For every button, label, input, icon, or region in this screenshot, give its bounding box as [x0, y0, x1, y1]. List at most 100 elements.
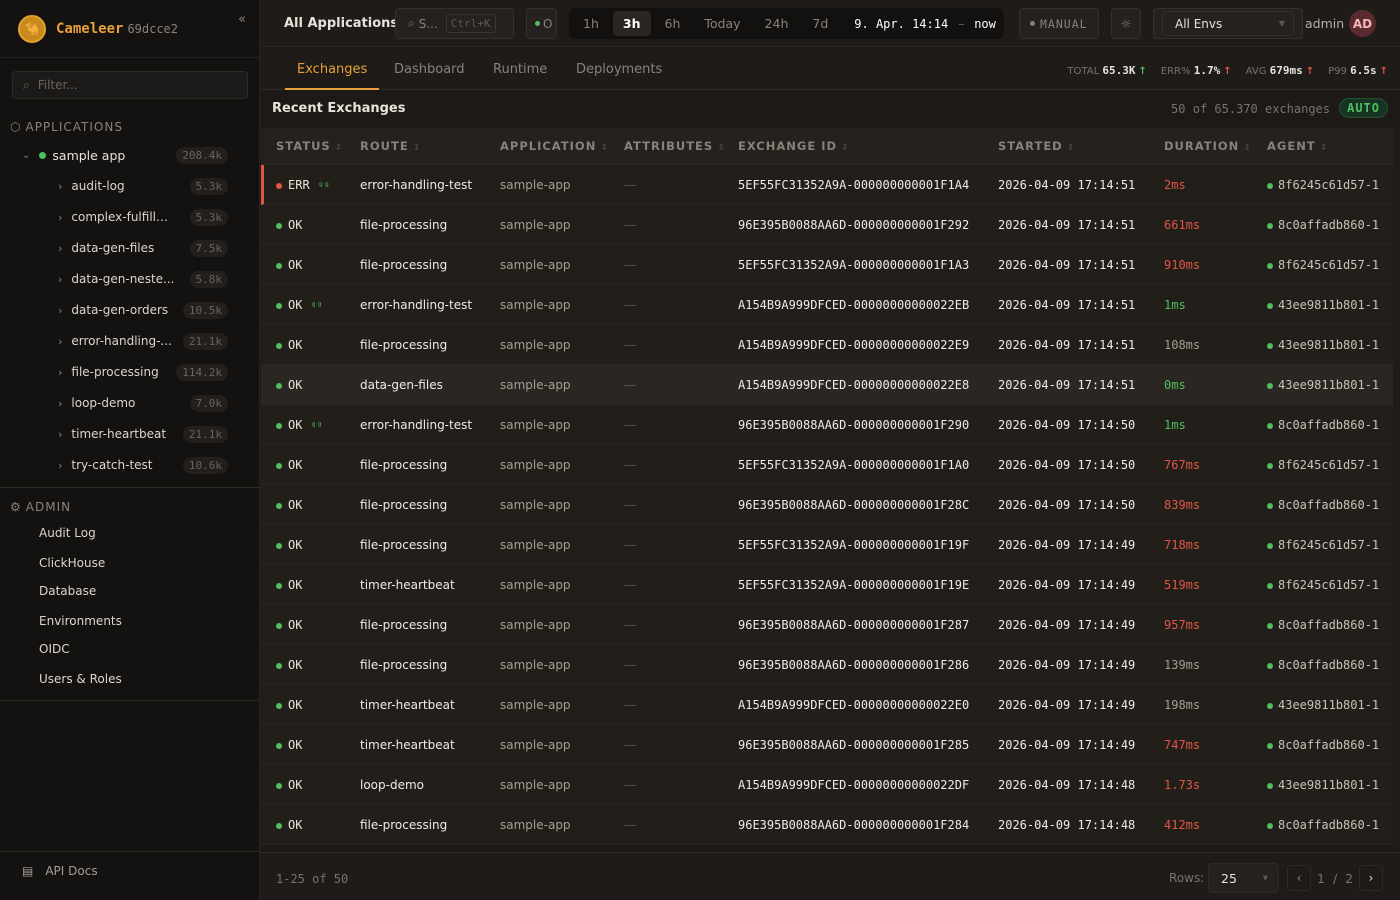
exchange-id-cell[interactable]: A154B9A999DFCED-00000000000022E8 — [738, 378, 970, 392]
route-cell[interactable]: file-processing — [360, 498, 448, 512]
sidebar-admin-item[interactable]: Database — [39, 584, 97, 598]
sidebar-route-item[interactable]: › try-catch-test 10.6k — [58, 454, 228, 476]
agent-cell[interactable]: 43ee9811b801-1 — [1267, 685, 1379, 725]
route-cell[interactable]: data-gen-files — [360, 378, 443, 392]
agent-cell[interactable]: 8f6245c61d57-1 — [1267, 445, 1379, 485]
route-cell[interactable]: file-processing — [360, 818, 448, 832]
agent-cell[interactable]: 8f6245c61d57-1 — [1267, 165, 1379, 205]
route-cell[interactable]: timer-heartbeat — [360, 698, 455, 712]
route-cell[interactable]: file-processing — [360, 338, 448, 352]
column-header-attributes[interactable]: ATTRIBUTES ↕ — [624, 128, 726, 165]
exchange-id-cell[interactable]: 5EF55FC31352A9A-000000000001F19E — [738, 578, 970, 592]
table-row[interactable]: OK file-processing sample-app — 96E395B0088A… — [261, 485, 1393, 525]
column-header-application[interactable]: APPLICATION ↕ — [500, 128, 609, 165]
route-cell[interactable]: error-handling-test — [360, 418, 473, 432]
exchange-id-cell[interactable]: 96E395B0088AA6D-000000000001F287 — [738, 618, 970, 632]
exchange-id-cell[interactable]: 96E395B0088AA6D-000000000001F285 — [738, 738, 970, 752]
next-page-button[interactable]: › — [1359, 865, 1383, 891]
table-row[interactable]: OK ᵍᵍ error-handling-test sample-app — 96E395… — [261, 405, 1393, 445]
exchange-id-cell[interactable]: 96E395B0088AA6D-000000000001F290 — [738, 418, 970, 432]
exchange-id-cell[interactable]: 96E395B0088AA6D-000000000001F28C — [738, 498, 970, 512]
route-cell[interactable]: file-processing — [360, 538, 448, 552]
table-row[interactable]: OK file-processing sample-app — 96E395B0088A… — [261, 205, 1393, 245]
brand[interactable]: 🐪 Cameleer 69dcce2 — [0, 0, 259, 58]
table-row[interactable]: OK file-processing sample-app — 5EF55FC31352… — [261, 525, 1393, 565]
agent-cell[interactable]: 43ee9811b801-1 — [1267, 365, 1379, 405]
app-sample-app[interactable]: ⌄ sample app 208.4k — [22, 144, 228, 166]
manual-refresh-button[interactable]: MANUAL — [1019, 8, 1099, 39]
agent-cell[interactable]: 8c0affadb860-1 — [1267, 485, 1379, 525]
exchange-id-cell[interactable]: 5EF55FC31352A9A-000000000001F1A3 — [738, 258, 970, 272]
sidebar-route-item[interactable]: › file-processing 114.2k — [58, 361, 228, 383]
exchange-id-cell[interactable]: 5EF55FC31352A9A-000000000001F19F — [738, 538, 970, 552]
scrollbar[interactable] — [1393, 128, 1400, 848]
tab-deployments[interactable]: Deployments — [576, 62, 663, 77]
time-range-3h[interactable]: 3h — [612, 11, 651, 36]
column-header-route[interactable]: ROUTE ↕ — [360, 128, 421, 165]
agent-cell[interactable]: 8f6245c61d57-1 — [1267, 565, 1379, 605]
footprints-icon[interactable]: ᵍᵍ — [310, 301, 323, 312]
route-cell[interactable]: file-processing — [360, 218, 448, 232]
exchange-id-cell[interactable]: 96E395B0088AA6D-000000000001F292 — [738, 218, 970, 232]
table-row[interactable]: ERR ᵍᵍ error-handling-test sample-app — 5EF55… — [261, 165, 1393, 205]
sidebar-admin-item[interactable]: OIDC — [39, 642, 70, 656]
route-cell[interactable]: file-processing — [360, 618, 448, 632]
sidebar-route-item[interactable]: › loop-demo 7.0k — [58, 392, 228, 414]
route-cell[interactable]: file-processing — [360, 458, 448, 472]
table-row[interactable]: OK ᵍᵍ error-handling-test sample-app — A154B9… — [261, 285, 1393, 325]
sidebar-route-item[interactable]: › data-gen-orders 10.5k — [58, 299, 228, 321]
exchange-id-cell[interactable]: 96E395B0088AA6D-000000000001F284 — [738, 818, 970, 832]
rows-per-page-select[interactable]: 25 ▼ — [1208, 863, 1279, 893]
admin-section-header[interactable]: ⚙ ADMIN — [10, 500, 72, 514]
table-row[interactable]: OK data-gen-files sample-app — A154B9A999DFC… — [261, 365, 1393, 405]
agent-cell[interactable]: 8f6245c61d57-1 — [1267, 525, 1379, 565]
agent-cell[interactable]: 8c0affadb860-1 — [1267, 205, 1379, 245]
table-row[interactable]: OK file-processing sample-app — 5EF55FC31352… — [261, 245, 1393, 285]
tab-dashboard[interactable]: Dashboard — [394, 62, 465, 77]
route-cell[interactable]: timer-heartbeat — [360, 738, 455, 752]
sidebar-route-item[interactable]: › data-gen-neste... 5.8k — [58, 268, 228, 290]
exchange-id-cell[interactable]: 5EF55FC31352A9A-000000000001F1A0 — [738, 458, 970, 472]
footprints-icon[interactable]: ᵍᵍ — [317, 181, 330, 192]
table-row[interactable]: OK loop-demo sample-app — A154B9A999DFCED-00… — [261, 765, 1393, 805]
filter-input[interactable]: ⌕ Filter... — [12, 71, 248, 99]
table-row[interactable]: OK timer-heartbeat sample-app — 5EF55FC31352… — [261, 565, 1393, 605]
search-button[interactable]: ⌕ S... Ctrl+K — [395, 8, 514, 39]
time-range-today[interactable]: Today — [704, 16, 741, 31]
agent-cell[interactable]: 8f6245c61d57-1 — [1267, 245, 1379, 285]
sidebar-admin-item[interactable]: Environments — [39, 614, 122, 628]
time-range-1h[interactable]: 1h — [583, 16, 599, 31]
route-cell[interactable]: file-processing — [360, 658, 448, 672]
table-row[interactable]: OK file-processing sample-app — A154B9A999DF… — [261, 325, 1393, 365]
agent-cell[interactable]: 8c0affadb860-1 — [1267, 405, 1379, 445]
sidebar-admin-item[interactable]: Audit Log — [39, 526, 96, 540]
sidebar-route-item[interactable]: › timer-heartbeat 21.1k — [58, 423, 228, 445]
exchange-id-cell[interactable]: 96E395B0088AA6D-000000000001F286 — [738, 658, 970, 672]
agent-cell[interactable]: 8c0affadb860-1 — [1267, 805, 1379, 845]
column-header-started[interactable]: STARTED ↕ — [998, 128, 1075, 165]
route-cell[interactable]: error-handling-test — [360, 298, 473, 312]
agent-cell[interactable]: 43ee9811b801-1 — [1267, 285, 1379, 325]
route-cell[interactable]: timer-heartbeat — [360, 578, 455, 592]
theme-toggle-icon[interactable]: ☼ — [1111, 8, 1141, 39]
route-cell[interactable]: file-processing — [360, 258, 448, 272]
table-row[interactable]: OK file-processing sample-app — 96E395B0088A… — [261, 605, 1393, 645]
exchange-id-cell[interactable]: A154B9A999DFCED-00000000000022DF — [738, 778, 970, 792]
environment-select[interactable]: All Envs ▼ — [1153, 8, 1303, 39]
exchange-id-cell[interactable]: A154B9A999DFCED-00000000000022E0 — [738, 698, 970, 712]
auto-refresh-badge[interactable]: AUTO — [1339, 98, 1388, 118]
table-row[interactable]: OK file-processing sample-app — 96E395B0088A… — [261, 805, 1393, 845]
column-header-agent[interactable]: AGENT ↕ — [1267, 128, 1328, 165]
avatar[interactable]: AD — [1349, 10, 1376, 37]
tab-exchanges[interactable]: Exchanges — [285, 48, 380, 90]
collapse-sidebar-icon[interactable]: « — [238, 12, 246, 27]
route-cell[interactable]: error-handling-test — [360, 178, 473, 192]
agent-cell[interactable]: 43ee9811b801-1 — [1267, 325, 1379, 365]
tab-runtime[interactable]: Runtime — [493, 62, 548, 77]
table-row[interactable]: OK file-processing sample-app — 5EF55FC31352… — [261, 445, 1393, 485]
sidebar-route-item[interactable]: › data-gen-files 7.5k — [58, 237, 228, 259]
exchange-id-cell[interactable]: A154B9A999DFCED-00000000000022E9 — [738, 338, 970, 352]
agent-cell[interactable]: 8c0affadb860-1 — [1267, 725, 1379, 765]
status-button[interactable]: O — [526, 8, 557, 39]
table-row[interactable]: OK timer-heartbeat sample-app — A154B9A999DF… — [261, 685, 1393, 725]
